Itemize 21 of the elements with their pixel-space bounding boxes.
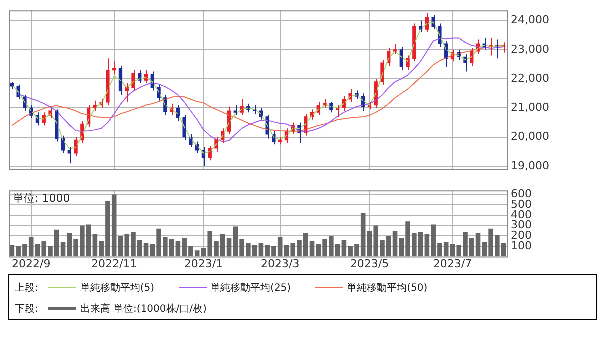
annotation: 単位: 1000 <box>13 192 70 205</box>
legend-label: 単純移動平均(5) <box>80 282 155 294</box>
x-tick-label: 2022/11 <box>91 257 138 270</box>
legend-label: 単純移動平均(25) <box>210 282 292 294</box>
y-tick-label: 19,000 <box>511 159 550 172</box>
legend-title: 下段: <box>15 302 38 316</box>
y-tick-label: 22,000 <box>511 72 550 85</box>
y-tick-label: 400 <box>511 208 532 222</box>
y-tick-label: 24,000 <box>511 14 550 27</box>
x-tick-label: 2023/7 <box>433 257 472 270</box>
x-tick-label: 2023/1 <box>184 257 224 270</box>
x-tick-label: 2023/3 <box>260 257 300 270</box>
x-tick-label: 2022/9 <box>12 257 51 270</box>
y-tick-label: 23,000 <box>511 42 550 56</box>
legend-label: 単純移動平均(50) <box>347 282 428 294</box>
y-tick-label: 21,000 <box>511 101 550 114</box>
y-tick-label: 100 <box>511 239 532 252</box>
x-tick-label: 2023/5 <box>350 257 390 270</box>
legend-label: 出来高 単位:(1000株/口/枚) <box>80 302 207 316</box>
legend-title: 上段: <box>15 282 38 294</box>
y-tick-label: 20,000 <box>511 130 550 144</box>
